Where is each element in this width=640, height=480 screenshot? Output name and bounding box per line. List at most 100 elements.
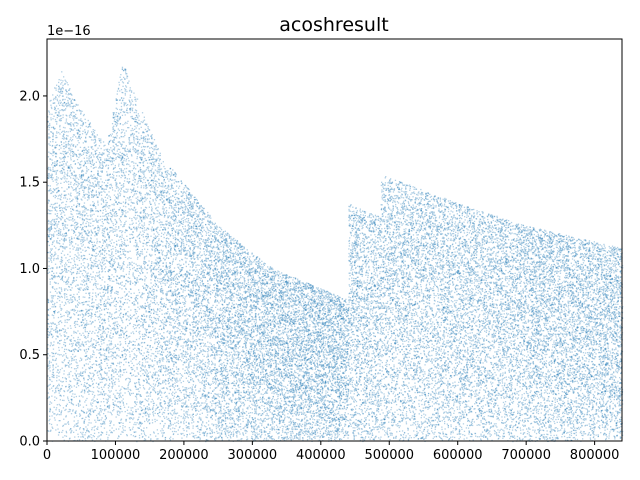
scatter-point	[81, 395, 82, 396]
scatter-point	[68, 143, 69, 144]
scatter-point	[75, 106, 76, 107]
scatter-point	[147, 361, 148, 362]
scatter-point	[72, 299, 73, 300]
scatter-point	[59, 126, 60, 127]
scatter-point	[93, 276, 94, 277]
scatter-point	[88, 209, 89, 210]
scatter-point	[76, 415, 77, 416]
scatter-point	[84, 158, 85, 159]
scatter-point	[143, 405, 144, 406]
scatter-point	[86, 398, 87, 399]
scatter-point	[57, 163, 58, 164]
scatter-point	[57, 115, 58, 116]
scatter-point	[155, 286, 156, 287]
scatter-point	[49, 367, 50, 368]
scatter-point	[91, 156, 92, 157]
scatter-point	[82, 341, 83, 342]
scatter-point	[150, 170, 151, 171]
scatter-point	[66, 332, 67, 333]
scatter-point	[100, 186, 101, 187]
scatter-point	[122, 115, 123, 116]
scatter-point	[121, 232, 122, 233]
scatter-point	[94, 203, 95, 204]
scatter-point	[82, 207, 83, 208]
scatter-point	[128, 277, 129, 278]
scatter-point	[91, 408, 92, 409]
scatter-point	[49, 210, 50, 211]
scatter-point	[161, 222, 162, 223]
scatter-point	[154, 388, 155, 389]
scatter-point	[138, 146, 139, 147]
scatter-point	[102, 162, 103, 163]
scatter-point	[52, 359, 53, 360]
scatter-point	[98, 353, 99, 354]
scatter-point	[167, 410, 168, 411]
scatter-point	[71, 400, 72, 401]
scatter-point	[106, 399, 107, 400]
scatter-point	[95, 144, 96, 145]
scatter-point	[71, 396, 72, 397]
scatter-point	[93, 228, 94, 229]
scatter-point	[49, 272, 50, 273]
scatter-point	[96, 253, 97, 254]
scatter-point	[51, 328, 52, 329]
scatter-point	[99, 325, 100, 326]
scatter-point	[79, 400, 80, 401]
scatter-point	[49, 213, 50, 214]
scatter-point	[69, 402, 70, 403]
scatter-point	[111, 135, 112, 136]
scatter-point	[120, 224, 121, 225]
scatter-point	[70, 213, 71, 214]
scatter-point	[68, 141, 69, 142]
scatter-point	[152, 157, 153, 158]
scatter-point	[83, 182, 84, 183]
scatter-point	[99, 408, 100, 409]
scatter-point	[71, 129, 72, 130]
scatter-point	[56, 123, 57, 124]
scatter-point	[145, 215, 146, 216]
scatter-point	[79, 239, 80, 240]
scatter-point	[159, 171, 160, 172]
scatter-point	[138, 115, 139, 116]
scatter-point	[138, 394, 139, 395]
scatter-point	[160, 306, 161, 307]
scatter-point	[143, 198, 144, 199]
scatter-point	[87, 151, 88, 152]
scatter-point	[77, 273, 78, 274]
scatter-point	[84, 371, 85, 372]
scatter-point	[100, 334, 101, 335]
scatter-point	[108, 340, 109, 341]
scatter-point	[115, 249, 116, 250]
scatter-point	[85, 369, 86, 370]
scatter-point	[77, 318, 78, 319]
scatter-point	[76, 312, 77, 313]
scatter-point	[56, 90, 57, 91]
scatter-point	[115, 272, 116, 273]
scatter-point	[96, 186, 97, 187]
scatter-point	[95, 206, 96, 207]
scatter-point	[87, 160, 88, 161]
scatter-point	[49, 125, 50, 126]
scatter-point	[104, 250, 105, 251]
scatter-point	[63, 110, 64, 111]
scatter-point	[51, 127, 52, 128]
scatter-point	[88, 197, 89, 198]
scatter-point	[77, 257, 78, 258]
scatter-point	[124, 255, 125, 256]
scatter-point	[134, 142, 135, 143]
scatter-point	[76, 368, 77, 369]
scatter-point	[118, 379, 119, 380]
scatter-point	[113, 203, 114, 204]
scatter-point	[61, 269, 62, 270]
scatter-point	[88, 181, 89, 182]
scatter-point	[116, 175, 117, 176]
scatter-point	[136, 184, 137, 185]
scatter-point	[78, 285, 79, 286]
scatter-point	[104, 159, 105, 160]
scatter-point	[107, 344, 108, 345]
scatter-point	[114, 292, 115, 293]
scatter-point	[74, 323, 75, 324]
scatter-point	[53, 204, 54, 205]
scatter-point	[87, 238, 88, 239]
scatter-point	[84, 379, 85, 380]
